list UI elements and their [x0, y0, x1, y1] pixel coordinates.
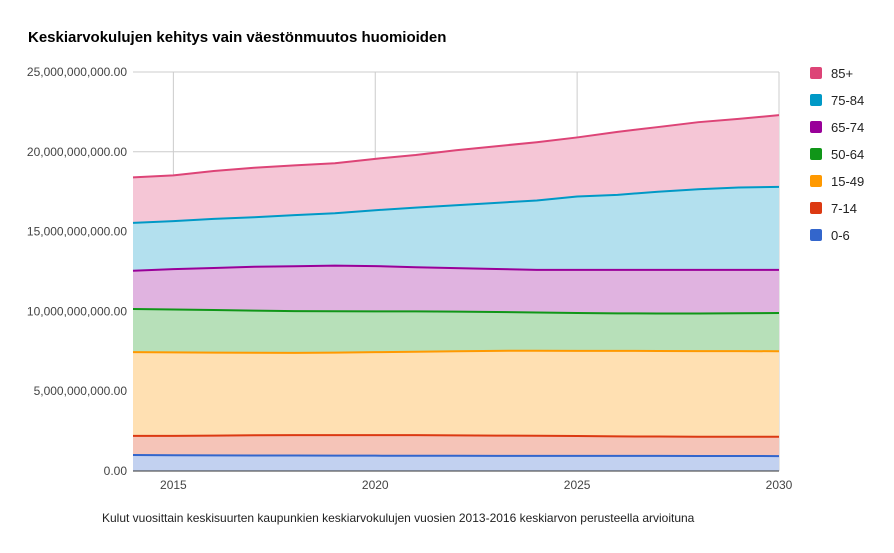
x-tick-label-1: 2020: [362, 478, 389, 492]
legend-label-65-74: 65-74: [831, 120, 864, 135]
line-75-84: [132, 185, 780, 224]
legend-label-75-84: 75-84: [831, 93, 864, 108]
y-tick-label-4: 20,000,000,000.00: [27, 145, 127, 159]
line-0-6: [132, 454, 780, 458]
area-50-64: [133, 309, 779, 353]
legend-swatch-15-49: [810, 175, 822, 187]
line-7-14: [133, 434, 780, 438]
legend-label-15-49: 15-49: [831, 174, 864, 189]
legend-swatch-0-6: [810, 229, 822, 241]
y-tick-label-0: 0.00: [104, 464, 128, 478]
area-7-14: [133, 435, 779, 457]
legend-label-7-14: 7-14: [831, 201, 857, 216]
chart-title: Keskiarvokulujen kehitys vain väestönmuu…: [28, 29, 446, 46]
x-tick-labels: 2015 2020 2025 2030: [160, 478, 793, 492]
x-tick-label-0: 2015: [160, 478, 187, 492]
legend-label-50-64: 50-64: [831, 147, 864, 162]
legend-label-85+: 85+: [831, 66, 853, 81]
y-tick-label-2: 10,000,000,000.00: [27, 304, 127, 318]
y-tick-label-3: 15,000,000,000.00: [27, 225, 127, 239]
series-areas: [133, 115, 779, 471]
legend-swatch-75-84: [810, 94, 822, 106]
y-tick-label-5: 25,000,000,000.00: [27, 65, 127, 79]
area-85+: [133, 115, 779, 223]
line-65-74: [132, 264, 779, 272]
area-75-84: [133, 186, 779, 271]
y-tick-labels: 0.00 5,000,000,000.00 10,000,000,000.00 15,…: [27, 65, 127, 478]
chart-caption: Kulut vuosittain keskisuurten kaupunkien…: [102, 511, 695, 525]
line-50-64: [132, 308, 780, 315]
legend: 85+ 75-84 65-74 50-64 15-49 7-14 0-6: [810, 66, 864, 243]
area-0-6: [133, 455, 779, 471]
x-tick-label-3: 2030: [766, 478, 793, 492]
line-15-49: [132, 349, 780, 354]
legend-swatch-50-64: [810, 148, 822, 160]
legend-label-0-6: 0-6: [831, 228, 850, 243]
area-65-74: [133, 265, 779, 314]
legend-swatch-65-74: [810, 121, 822, 133]
series-lines: [132, 114, 780, 458]
x-tick-label-2: 2025: [564, 478, 591, 492]
line-85+: [132, 114, 780, 179]
legend-swatch-7-14: [810, 202, 822, 214]
legend-swatch-85+: [810, 67, 822, 79]
area-15-49: [133, 350, 779, 437]
y-tick-label-1: 5,000,000,000.00: [34, 384, 128, 398]
